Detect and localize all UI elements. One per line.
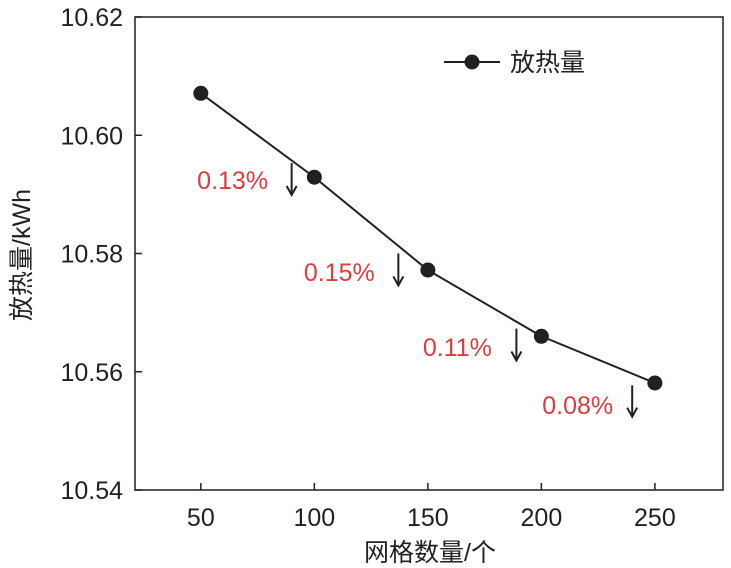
y-tick-label: 10.54 [60, 477, 123, 505]
x-axis-label: 网格数量/个 [364, 539, 496, 567]
legend: 放热量 [444, 49, 585, 77]
y-tick-label: 10.56 [60, 359, 123, 387]
x-tick-label: 250 [634, 504, 676, 532]
arrow-head [285, 185, 298, 198]
y-tick-label: 10.62 [60, 4, 123, 32]
data-point [193, 85, 209, 101]
change-annotation: 0.08% [542, 392, 613, 420]
plot-frame [134, 16, 724, 491]
x-tick-label: 50 [187, 504, 215, 532]
data-point [533, 328, 549, 344]
arrow-head [392, 275, 405, 288]
x-tick-label: 150 [407, 504, 449, 532]
data-point [420, 262, 436, 278]
data-point [306, 169, 322, 185]
arrow-head [510, 351, 523, 363]
change-annotation: 0.11% [423, 334, 492, 362]
x-tick-label: 200 [521, 504, 563, 532]
arrow-head [626, 407, 639, 419]
data-point [647, 375, 663, 391]
y-tick-label: 10.60 [60, 122, 123, 150]
y-tick-label: 10.58 [60, 241, 123, 269]
legend-label: 放热量 [510, 49, 585, 77]
y-axis-label: 放热量/kWh [8, 189, 36, 321]
change-annotation: 0.15% [304, 259, 375, 287]
change-annotation: 0.13% [197, 167, 268, 195]
legend-marker [464, 54, 480, 70]
x-tick-label: 100 [293, 504, 335, 532]
